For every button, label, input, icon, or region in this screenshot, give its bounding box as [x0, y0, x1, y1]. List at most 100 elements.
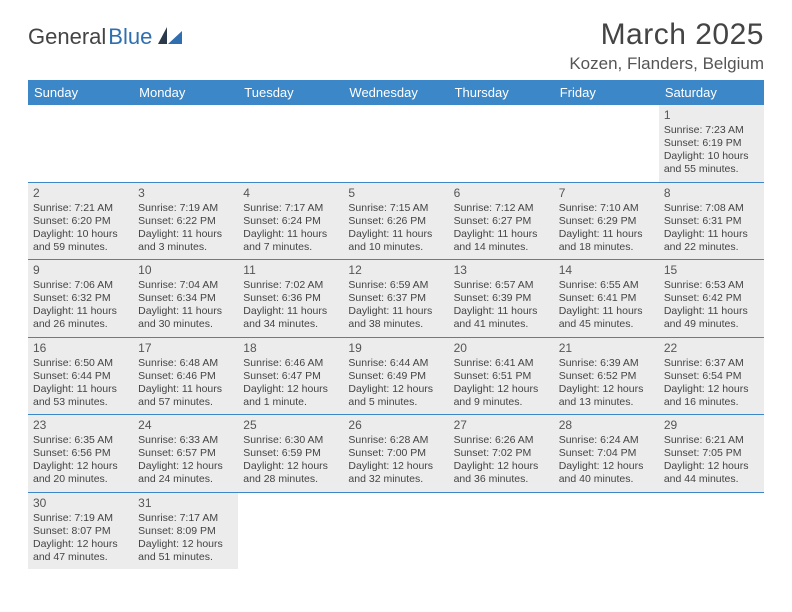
- calendar-row: 1Sunrise: 7:23 AMSunset: 6:19 PMDaylight…: [28, 105, 764, 182]
- sunrise-line: Sunrise: 7:19 AM: [138, 202, 233, 215]
- sunset-line: Sunset: 6:54 PM: [664, 370, 759, 383]
- daylight-line: Daylight: 10 hours: [33, 228, 128, 241]
- sunset-line: Sunset: 6:44 PM: [33, 370, 128, 383]
- day-number: 12: [348, 263, 443, 278]
- calendar-cell: 4Sunrise: 7:17 AMSunset: 6:24 PMDaylight…: [238, 182, 343, 260]
- daylight-line: and 18 minutes.: [559, 241, 654, 254]
- calendar-cell: 14Sunrise: 6:55 AMSunset: 6:41 PMDayligh…: [554, 260, 659, 338]
- calendar-row: 16Sunrise: 6:50 AMSunset: 6:44 PM Dayligh…: [28, 337, 764, 415]
- day-number: 29: [664, 418, 759, 433]
- sunrise-line: Sunrise: 6:41 AM: [454, 357, 549, 370]
- day-header: Friday: [554, 80, 659, 105]
- sunset-line: Sunset: 6:49 PM: [348, 370, 443, 383]
- calendar-table: Sunday Monday Tuesday Wednesday Thursday…: [28, 80, 764, 569]
- day-header-row: Sunday Monday Tuesday Wednesday Thursday…: [28, 80, 764, 105]
- daylight-line: and 5 minutes.: [348, 396, 443, 409]
- day-header: Sunday: [28, 80, 133, 105]
- calendar-cell: 7Sunrise: 7:10 AMSunset: 6:29 PMDaylight…: [554, 182, 659, 260]
- calendar-cell: 25Sunrise: 6:30 AMSunset: 6:59 PMDayligh…: [238, 415, 343, 493]
- daylight-line: and 51 minutes.: [138, 551, 233, 564]
- daylight-line: Daylight: 12 hours: [33, 460, 128, 473]
- daylight-line: and 59 minutes.: [33, 241, 128, 254]
- daylight-line: Daylight: 12 hours: [33, 538, 128, 551]
- sunset-line: Sunset: 6:37 PM: [348, 292, 443, 305]
- calendar-cell: 29Sunrise: 6:21 AMSunset: 7:05 PMDayligh…: [659, 415, 764, 493]
- sunset-line: Sunset: 6:39 PM: [454, 292, 549, 305]
- daylight-line: Daylight: 11 hours: [559, 305, 654, 318]
- sunset-line: Sunset: 7:04 PM: [559, 447, 654, 460]
- sunrise-line: Sunrise: 7:04 AM: [138, 279, 233, 292]
- sunset-line: Sunset: 6:20 PM: [33, 215, 128, 228]
- calendar-cell: 11Sunrise: 7:02 AMSunset: 6:36 PMDayligh…: [238, 260, 343, 338]
- daylight-line: Daylight: 11 hours: [33, 305, 128, 318]
- month-title: March 2025: [569, 18, 764, 52]
- day-number: 5: [348, 186, 443, 201]
- sunset-line: Sunset: 7:05 PM: [664, 447, 759, 460]
- daylight-line: and 57 minutes.: [138, 396, 233, 409]
- daylight-line: Daylight: 11 hours: [138, 383, 233, 396]
- calendar-cell: 26Sunrise: 6:28 AMSunset: 7:00 PMDayligh…: [343, 415, 448, 493]
- sunrise-line: Sunrise: 6:33 AM: [138, 434, 233, 447]
- day-header: Monday: [133, 80, 238, 105]
- header: GeneralBlue March 2025 Kozen, Flanders, …: [28, 18, 764, 74]
- daylight-line: and 41 minutes.: [454, 318, 549, 331]
- sunrise-line: Sunrise: 6:50 AM: [33, 357, 128, 370]
- day-number: 7: [559, 186, 654, 201]
- calendar-cell: 12Sunrise: 6:59 AMSunset: 6:37 PMDayligh…: [343, 260, 448, 338]
- calendar-body: 1Sunrise: 7:23 AMSunset: 6:19 PMDaylight…: [28, 105, 764, 569]
- calendar-cell: 16Sunrise: 6:50 AMSunset: 6:44 PMDayligh…: [28, 337, 133, 415]
- sunrise-line: Sunrise: 6:44 AM: [348, 357, 443, 370]
- sunset-line: Sunset: 6:52 PM: [559, 370, 654, 383]
- day-number: 16: [33, 341, 128, 356]
- sunrise-line: Sunrise: 6:35 AM: [33, 434, 128, 447]
- daylight-line: Daylight: 12 hours: [243, 383, 338, 396]
- sunset-line: Sunset: 6:26 PM: [348, 215, 443, 228]
- daylight-line: Daylight: 12 hours: [348, 383, 443, 396]
- calendar-cell: [343, 105, 448, 182]
- calendar-cell: 20Sunrise: 6:41 AMSunset: 6:51 PMDayligh…: [449, 337, 554, 415]
- daylight-line: and 53 minutes.: [33, 396, 128, 409]
- calendar-row: 30Sunrise: 7:19 AMSunset: 8:07 PMDayligh…: [28, 492, 764, 569]
- day-header: Saturday: [659, 80, 764, 105]
- calendar-cell: [238, 105, 343, 182]
- day-number: 4: [243, 186, 338, 201]
- calendar-cell: 28Sunrise: 6:24 AMSunset: 7:04 PMDayligh…: [554, 415, 659, 493]
- sunset-line: Sunset: 6:59 PM: [243, 447, 338, 460]
- calendar-cell: [554, 492, 659, 569]
- day-header: Thursday: [449, 80, 554, 105]
- calendar-cell: 21Sunrise: 6:39 AMSunset: 6:52 PMDayligh…: [554, 337, 659, 415]
- daylight-line: and 10 minutes.: [348, 241, 443, 254]
- sunrise-line: Sunrise: 6:53 AM: [664, 279, 759, 292]
- sunset-line: Sunset: 6:42 PM: [664, 292, 759, 305]
- day-number: 3: [138, 186, 233, 201]
- calendar-cell: 17Sunrise: 6:48 AMSunset: 6:46 PMDayligh…: [133, 337, 238, 415]
- sunset-line: Sunset: 6:32 PM: [33, 292, 128, 305]
- day-number: 30: [33, 496, 128, 511]
- day-number: 21: [559, 341, 654, 356]
- sunrise-line: Sunrise: 6:39 AM: [559, 357, 654, 370]
- day-number: 26: [348, 418, 443, 433]
- calendar-cell: 1Sunrise: 7:23 AMSunset: 6:19 PMDaylight…: [659, 105, 764, 182]
- daylight-line: and 13 minutes.: [559, 396, 654, 409]
- location: Kozen, Flanders, Belgium: [569, 54, 764, 74]
- sunrise-line: Sunrise: 7:21 AM: [33, 202, 128, 215]
- daylight-line: Daylight: 11 hours: [243, 228, 338, 241]
- daylight-line: Daylight: 11 hours: [559, 228, 654, 241]
- sunrise-line: Sunrise: 6:48 AM: [138, 357, 233, 370]
- day-number: 13: [454, 263, 549, 278]
- day-number: 17: [138, 341, 233, 356]
- daylight-line: Daylight: 12 hours: [559, 383, 654, 396]
- daylight-line: Daylight: 11 hours: [348, 305, 443, 318]
- day-number: 31: [138, 496, 233, 511]
- daylight-line: and 45 minutes.: [559, 318, 654, 331]
- sunset-line: Sunset: 6:56 PM: [33, 447, 128, 460]
- calendar-cell: 10Sunrise: 7:04 AMSunset: 6:34 PMDayligh…: [133, 260, 238, 338]
- sunset-line: Sunset: 7:00 PM: [348, 447, 443, 460]
- calendar-cell: 23Sunrise: 6:35 AMSunset: 6:56 PMDayligh…: [28, 415, 133, 493]
- daylight-line: and 47 minutes.: [33, 551, 128, 564]
- logo-text-dark: General: [28, 24, 106, 50]
- day-number: 22: [664, 341, 759, 356]
- daylight-line: and 26 minutes.: [33, 318, 128, 331]
- day-number: 27: [454, 418, 549, 433]
- daylight-line: Daylight: 12 hours: [664, 460, 759, 473]
